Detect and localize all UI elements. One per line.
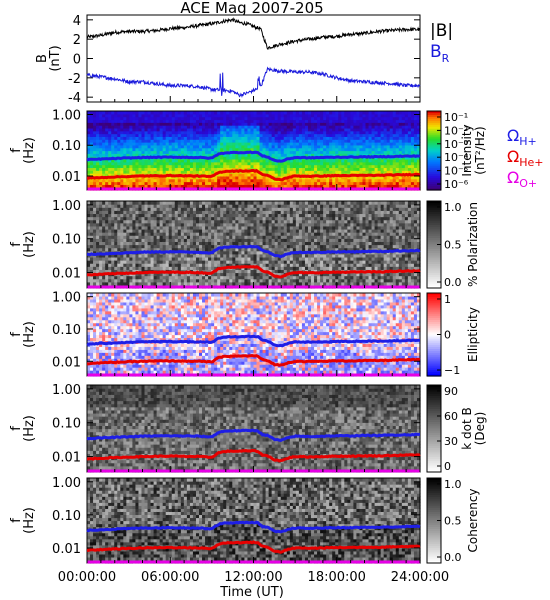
panels-group: 4 2 0 -2 -4 B(nT) 1.00 0.10 0.01 f(Hz) 10⁻¹10⁻²10⁻… (9, 14, 487, 564)
y-tick-label: 2 (73, 33, 81, 48)
panel-magnetic-field: 4 2 0 -2 -4 B(nT) (35, 14, 420, 106)
heatmap-cells (87, 201, 421, 289)
y-tick-label: 0 (73, 53, 81, 68)
y-tick-label: 4 (73, 14, 81, 29)
y-tick-label: -4 (68, 91, 81, 106)
y-tick-label: -2 (68, 72, 81, 87)
colorbar: 10⁻¹10⁻²10⁻³10⁻⁴10⁻⁵10⁻⁶Intensity(nT²/Hz… (427, 111, 487, 191)
plot-title: ACE Mag 2007-205 (180, 0, 323, 17)
y-tick-label: 1.00 (52, 109, 81, 124)
heatmap-cells (87, 111, 421, 191)
colorbar-tick-label: 10⁻¹ (444, 111, 468, 124)
panel-polarization: 1.000.100.01f(Hz)1.00.50.0% Polarization (9, 199, 480, 289)
colorbar-label: Intensity(nT²/Hz) (460, 124, 487, 176)
y-axis-label: B(nT) (35, 45, 63, 71)
colorbar-tick-label: 10⁻⁶ (444, 178, 469, 191)
y-tick-label: 0.10 (52, 139, 81, 154)
y-tick-label: 0.01 (52, 170, 81, 185)
y-axis-label: f(Hz) (9, 137, 37, 164)
panel-intensity: 1.00 0.10 0.01 f(Hz) 10⁻¹10⁻²10⁻³10⁻⁴10⁻⁵10⁻… (9, 109, 487, 191)
